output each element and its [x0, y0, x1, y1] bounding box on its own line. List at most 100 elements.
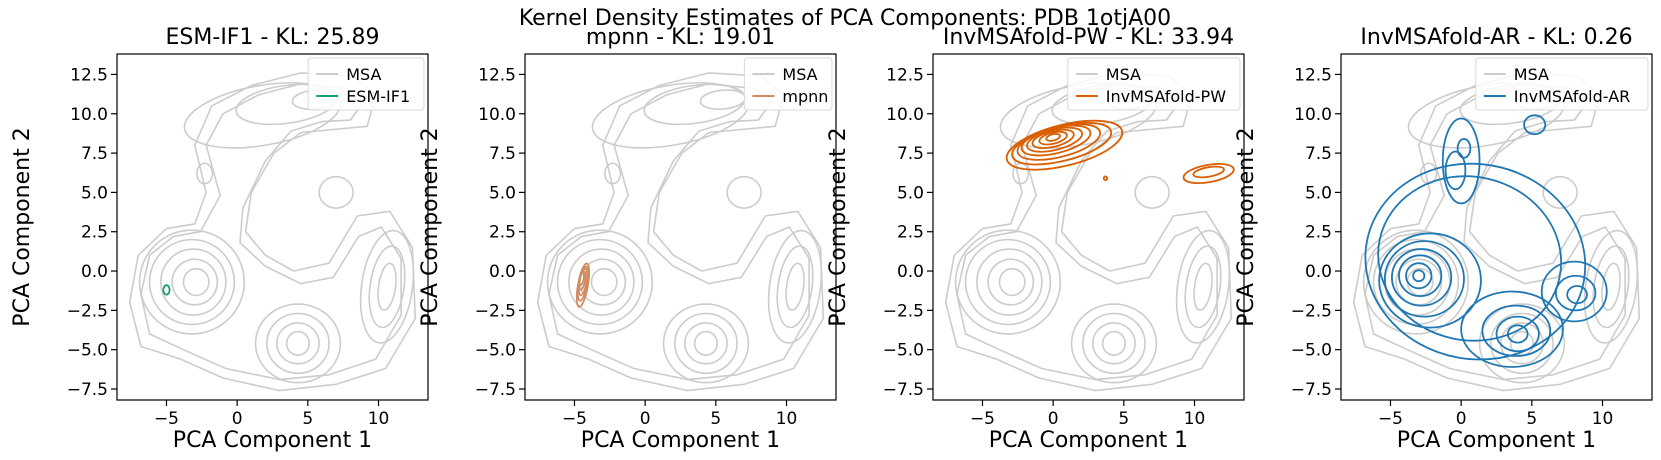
figure-suptitle: Kernel Density Estimates of PCA Componen… [519, 6, 1171, 31]
x-tick-label: 5 [302, 409, 313, 429]
y-tick-label: −7.5 [67, 380, 108, 400]
x-tick-label: 0 [232, 409, 243, 429]
model-contour [1102, 175, 1109, 182]
y-axis-label: PCA Component 2 [826, 127, 851, 326]
axes-frame [116, 53, 429, 401]
y-tick-label: 12.5 [70, 65, 108, 85]
model-contour [1192, 165, 1225, 179]
legend: MSA InvMSAfold-AR [1475, 57, 1649, 111]
msa-contours [536, 72, 825, 392]
model-contour [1045, 132, 1061, 142]
model-contour [1038, 130, 1068, 146]
msa-contour-mid [140, 83, 402, 381]
msa-contour [674, 312, 738, 375]
msa-contour [148, 238, 236, 326]
msa-contour [1082, 312, 1146, 375]
x-tick-label: 0 [640, 409, 651, 429]
msa-contours [128, 72, 417, 392]
plot-area [1352, 72, 1641, 392]
plot-area [128, 72, 417, 392]
y-axis-label: PCA Component 2 [1234, 127, 1259, 326]
msa-contour-outer [1352, 72, 1641, 392]
y-tick-label: 2.5 [489, 223, 516, 243]
msa-contour [1134, 175, 1170, 209]
x-tick-label: 5 [1118, 409, 1129, 429]
y-tick-label: 0.0 [489, 262, 516, 282]
y-tick-label: 2.5 [1305, 223, 1332, 243]
msa-contour [604, 162, 622, 185]
msa-contour-outer [536, 72, 825, 392]
plot-area [536, 72, 825, 392]
msa-contour [556, 238, 644, 326]
msa-contour [377, 262, 397, 311]
plot-area [944, 72, 1235, 392]
msa-contour [776, 245, 814, 329]
msa-contour [767, 229, 823, 344]
msa-contour [662, 303, 750, 384]
x-axis-label: PCA Component 1 [173, 428, 372, 453]
x-tick-label: 10 [776, 409, 798, 429]
model-contour [1495, 315, 1540, 353]
legend-label: mpnn [782, 87, 828, 106]
msa-contour [693, 330, 719, 356]
y-tick-label: 10.0 [478, 105, 516, 125]
y-tick-label: 7.5 [81, 144, 108, 164]
model-contour [1383, 240, 1465, 318]
y-tick-label: −2.5 [67, 301, 108, 321]
model-contour [1523, 114, 1547, 136]
model-contours [1005, 119, 1235, 185]
y-tick-label: 12.5 [886, 65, 924, 85]
y-tick-label: 0.0 [1305, 262, 1332, 282]
y-tick-label: 5.0 [489, 183, 516, 203]
y-axis-label: PCA Component 2 [418, 127, 443, 326]
x-tick-label: −5 [1378, 409, 1403, 429]
model-contour [1412, 269, 1426, 283]
model-contour [1026, 126, 1084, 153]
legend-label: MSA [1514, 65, 1549, 84]
msa-contours [1352, 72, 1641, 392]
msa-contour [976, 248, 1043, 316]
msa-contour [987, 258, 1035, 306]
y-tick-label: −5.0 [475, 341, 516, 361]
y-tick-label: −2.5 [475, 301, 516, 321]
model-contour [1481, 304, 1552, 357]
legend-label: InvMSAfold-AR [1514, 87, 1630, 106]
panel-1: ESM-IF1 - KL: 25.89 −5 0 5 10 12.5 10.0 7.5 5.0 2… [10, 25, 429, 453]
model-contour [1398, 254, 1443, 298]
y-tick-label: −7.5 [1291, 380, 1332, 400]
msa-contour [1372, 238, 1460, 326]
msa-contour-mid [548, 83, 810, 381]
model-contour [1377, 175, 1563, 342]
msa-contour [1583, 229, 1639, 344]
axes-frame [524, 53, 837, 401]
y-tick-label: −5.0 [1291, 341, 1332, 361]
legend: MSA ESM-IF1 [307, 57, 425, 111]
y-tick-label: 0.0 [81, 262, 108, 282]
model-contour [1444, 150, 1467, 191]
model-contour [1456, 138, 1472, 159]
y-tick-label: −7.5 [475, 380, 516, 400]
msa-contour [546, 229, 654, 335]
legend-label: ESM-IF1 [346, 87, 410, 106]
y-tick-label: −2.5 [883, 301, 924, 321]
y-tick-label: 2.5 [897, 223, 924, 243]
legend-label: MSA [1106, 65, 1141, 84]
y-tick-label: 7.5 [489, 144, 516, 164]
x-tick-label: 10 [1592, 409, 1614, 429]
msa-contour [1175, 229, 1231, 344]
axes-frame [1340, 53, 1653, 401]
model-contour [1364, 162, 1587, 361]
panel-title: InvMSAfold-PW - KL: 33.94 [943, 25, 1234, 50]
msa-contour [998, 267, 1026, 297]
y-tick-label: −5.0 [67, 341, 108, 361]
y-tick-label: 10.0 [886, 105, 924, 125]
legend: MSA InvMSAfold-PW [1067, 57, 1241, 111]
msa-contour [1193, 262, 1213, 311]
msa-contour [1490, 312, 1554, 375]
msa-contour [266, 312, 330, 375]
y-tick-label: 5.0 [897, 183, 924, 203]
msa-contour [1184, 245, 1222, 329]
axes-frame [932, 53, 1245, 401]
model-contour [1460, 290, 1564, 368]
